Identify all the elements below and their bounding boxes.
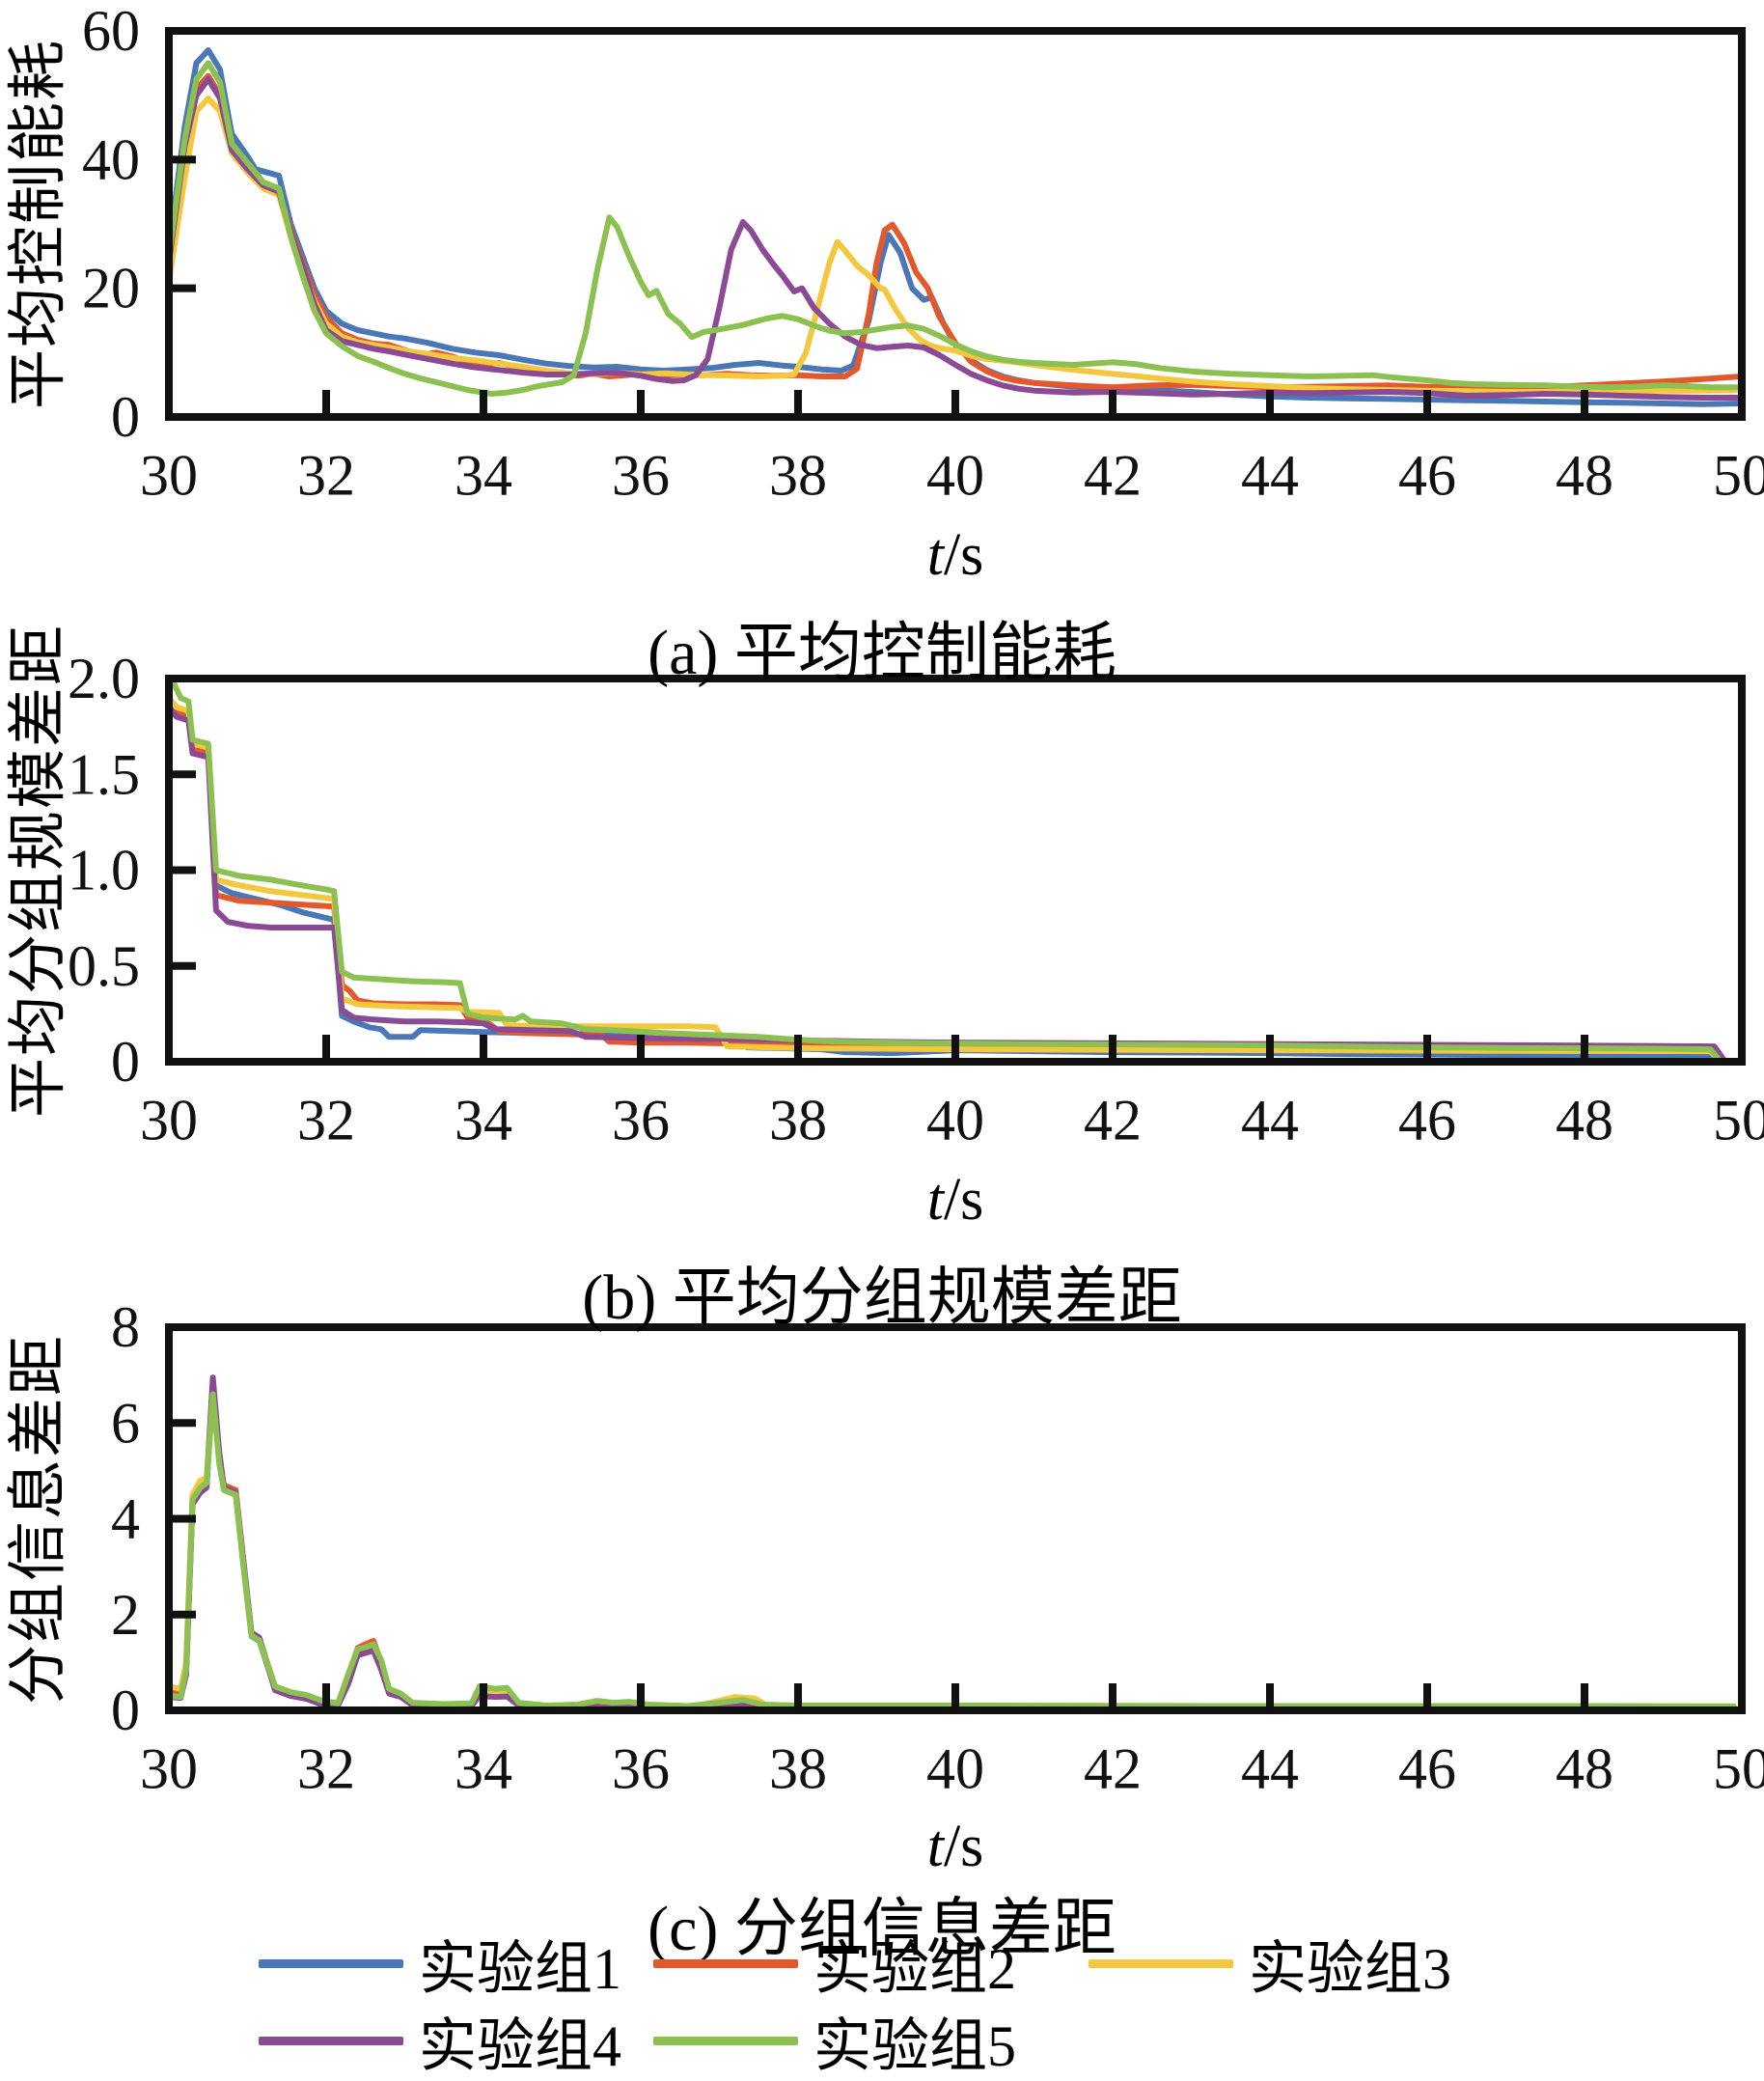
x-tick-label: 34 [455,1088,512,1151]
x-axis-variable: t [926,522,944,588]
x-tick-label: 40 [926,1088,984,1151]
plot-frame [165,27,1746,421]
legend-swatch-group2 [653,1958,798,1968]
x-tick-label: 38 [769,1088,827,1151]
x-tick-label: 48 [1556,1736,1613,1800]
x-tick-label: 36 [612,1088,670,1151]
chart-a-series-line-3 [166,96,1745,395]
legend-label-group2: 实验组2 [813,1936,1016,2001]
chart-a-series-line-4 [166,76,1745,401]
chart-a-x-axis-label: t/s [666,521,1245,590]
x-tick-label: 42 [1084,1736,1142,1800]
chart-b-caption: (b) 平均分组规模差距 [582,1262,1182,1333]
y-tick-label: 2.0 [68,647,140,710]
x-axis-variable: t [926,1814,944,1879]
x-tick-label: 50 [1713,1736,1764,1800]
y-tick-label: 40 [82,127,140,191]
legend-item-group5: 实验组5 [653,2010,1016,2078]
x-tick-label: 46 [1398,1736,1456,1800]
chart-a-y-axis-label: 平均控制能耗 [6,39,71,410]
legend-label-group1: 实验组1 [419,1936,621,2001]
y-tick-label: 60 [82,0,140,63]
legend-label-group4: 实验组4 [419,2013,621,2078]
chart-c-series-line-1 [166,1384,1737,1711]
x-tick-label: 46 [1398,443,1456,507]
x-tick-label: 32 [297,1088,355,1151]
y-tick-label: 0 [111,385,140,449]
y-tick-label: 8 [111,1295,140,1359]
x-axis-unit: /s [943,522,984,588]
plot-frame [165,1323,1746,1714]
legend-item-group3: 实验组3 [1089,1932,1451,2001]
legend-item-group4: 实验组4 [259,2010,621,2078]
legend-label-group5: 实验组5 [813,2013,1016,2078]
legend-swatch-group3 [1089,1958,1233,1968]
chart-b-series-line-5 [168,676,1733,1065]
x-tick-label: 34 [455,1736,512,1800]
legend-item-group2: 实验组2 [653,1932,1016,2001]
y-tick-label: 6 [111,1391,140,1455]
x-tick-label: 36 [612,443,670,507]
y-tick-label: 0 [111,1679,140,1742]
x-tick-label: 30 [140,1736,198,1800]
x-tick-label: 40 [926,443,984,507]
chart-c-series-line-4 [166,1374,1737,1711]
chart-c-series-line-3 [166,1386,1737,1711]
y-tick-label: 1.0 [68,839,140,902]
chart-c-series-line-2 [166,1379,1737,1710]
y-tick-label: 0.5 [68,934,140,998]
legend-swatch-group1 [259,1958,403,1968]
x-axis-variable: t [926,1167,944,1233]
chart-b-x-axis-label: t/s [666,1166,1245,1235]
y-tick-label: 1.5 [68,742,140,806]
x-tick-label: 42 [1084,1088,1142,1151]
y-tick-label: 20 [82,257,140,320]
x-tick-label: 44 [1241,1736,1299,1800]
legend-swatch-group4 [259,2036,403,2045]
chart-b-series-line-3 [166,694,1733,1065]
legend-label-group3: 实验组3 [1249,1936,1451,2001]
x-tick-label: 32 [297,443,355,507]
x-tick-label: 34 [455,443,512,507]
y-tick-label: 2 [111,1583,140,1647]
x-axis-unit: /s [943,1814,984,1879]
x-tick-label: 36 [612,1736,670,1800]
x-tick-label: 38 [769,1736,827,1800]
x-tick-label: 38 [769,443,827,507]
plot-frame [165,675,1746,1066]
chart-c-series-line-5 [166,1391,1737,1709]
legend-swatch-group5 [653,2036,798,2045]
chart-a: 30 32 34 36 38 40 42 44 46 48 50 0 20 40 60 [82,0,1764,507]
x-tick-label: 46 [1398,1088,1456,1151]
x-tick-label: 48 [1556,1088,1613,1151]
x-axis-unit: /s [943,1167,984,1233]
x-tick-label: 32 [297,1736,355,1800]
x-tick-label: 30 [140,1088,198,1151]
legend-item-group1: 实验组1 [259,1932,621,2001]
chart-c-caption: (c) 分组信息差距 [648,1894,1116,1964]
x-tick-label: 44 [1241,443,1299,507]
y-tick-label: 4 [111,1487,140,1551]
chart-a-caption: (a) 平均控制能耗 [648,618,1116,688]
x-tick-label: 40 [926,1736,984,1800]
x-tick-label: 42 [1084,443,1142,507]
x-tick-label: 50 [1713,443,1764,507]
y-tick-label: 0 [111,1030,140,1094]
chart-b: 30 32 34 36 38 40 42 44 46 48 50 0 0.5 1.0 1.5 2.0 [68,647,1764,1151]
x-tick-label: 50 [1713,1088,1764,1151]
x-tick-label: 48 [1556,443,1613,507]
chart-c-x-axis-label: t/s [666,1813,1245,1881]
chart-a-series-line-5 [166,60,1745,397]
x-tick-label: 30 [140,443,198,507]
x-tick-label: 44 [1241,1088,1299,1151]
